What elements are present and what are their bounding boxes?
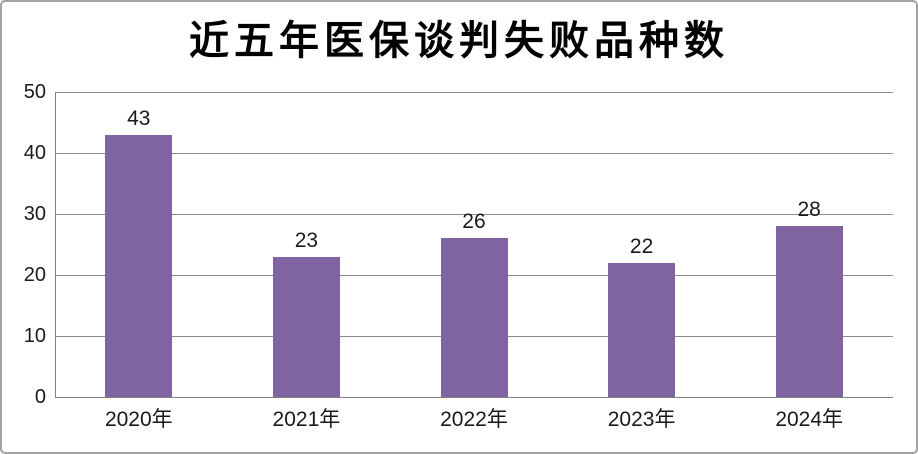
- bar-value-label: 23: [294, 228, 319, 252]
- y-tick-label: 0: [34, 386, 46, 408]
- gridline: [55, 153, 893, 154]
- x-tick-label: 2023年: [607, 408, 676, 431]
- bar: [105, 134, 173, 397]
- chart-title: 近五年医保谈判失败品种数: [189, 18, 729, 63]
- x-tick-label: 2021年: [272, 408, 341, 431]
- plot-area: 43 23 26 22 28: [55, 92, 893, 397]
- y-tick-label: 20: [23, 264, 46, 286]
- y-tick-label: 40: [23, 142, 46, 164]
- bar-value-label: 22: [629, 234, 654, 258]
- bar: [272, 256, 340, 397]
- y-tick-label: 50: [23, 81, 46, 103]
- y-tick-label: 30: [23, 203, 46, 225]
- x-tick-label: 2024年: [775, 408, 844, 431]
- bar-value-label: 26: [462, 210, 486, 234]
- bar: [775, 226, 843, 397]
- y-tick-label: 10: [23, 325, 46, 347]
- y-axis-line: [55, 92, 56, 397]
- bar: [440, 238, 508, 397]
- gridline: [55, 92, 893, 93]
- x-tick-label: 2022年: [440, 408, 508, 431]
- x-tick-label: 2020年: [104, 408, 173, 431]
- gridline: [55, 214, 893, 215]
- bar-value-label: 43: [127, 106, 151, 130]
- bar-value-label: 28: [797, 198, 821, 222]
- x-axis-line: [55, 397, 893, 398]
- bar: [608, 262, 676, 397]
